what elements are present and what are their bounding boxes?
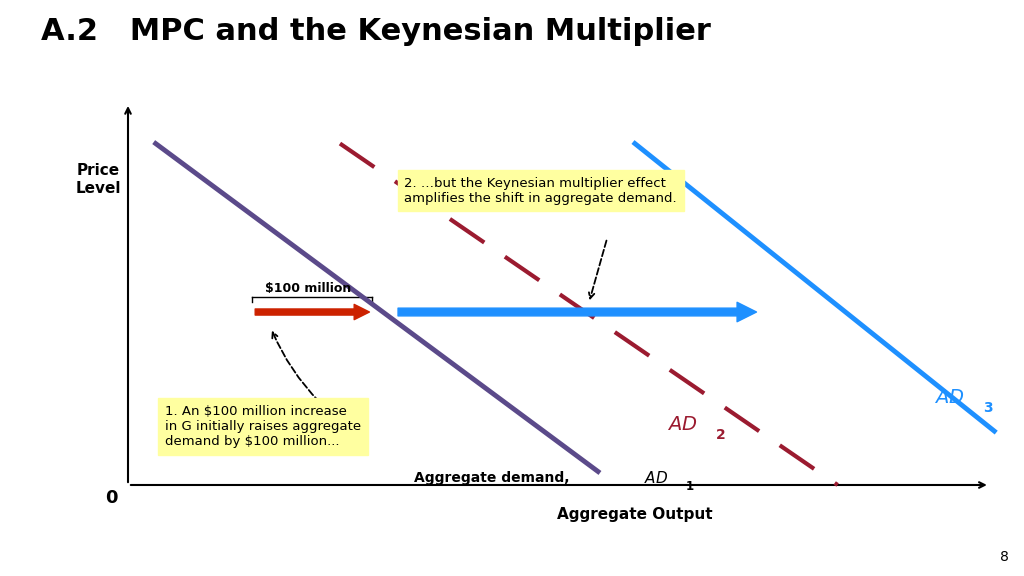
Text: 0: 0: [105, 488, 118, 506]
Text: 3: 3: [983, 401, 993, 415]
Text: $\mathit{AD}$: $\mathit{AD}$: [644, 470, 669, 486]
Text: Aggregate Output: Aggregate Output: [557, 507, 713, 522]
Text: Aggregate demand,: Aggregate demand,: [414, 471, 574, 485]
Text: $100 million: $100 million: [264, 282, 351, 295]
Text: 1: 1: [686, 480, 693, 493]
Text: 1. An $100 million increase
in G initially raises aggregate
demand by $100 milli: 1. An $100 million increase in G initial…: [165, 405, 361, 448]
Text: Price
Level: Price Level: [76, 163, 121, 196]
Text: 2. …but the Keynesian multiplier effect
amplifies the shift in aggregate demand.: 2. …but the Keynesian multiplier effect …: [404, 177, 677, 204]
Text: 2: 2: [716, 427, 726, 442]
Text: $\mathit{AD}$: $\mathit{AD}$: [668, 415, 697, 434]
Text: 8: 8: [999, 551, 1009, 564]
Text: A.2   MPC and the Keynesian Multiplier: A.2 MPC and the Keynesian Multiplier: [41, 17, 711, 46]
Text: $\mathit{AD}$: $\mathit{AD}$: [935, 388, 965, 407]
